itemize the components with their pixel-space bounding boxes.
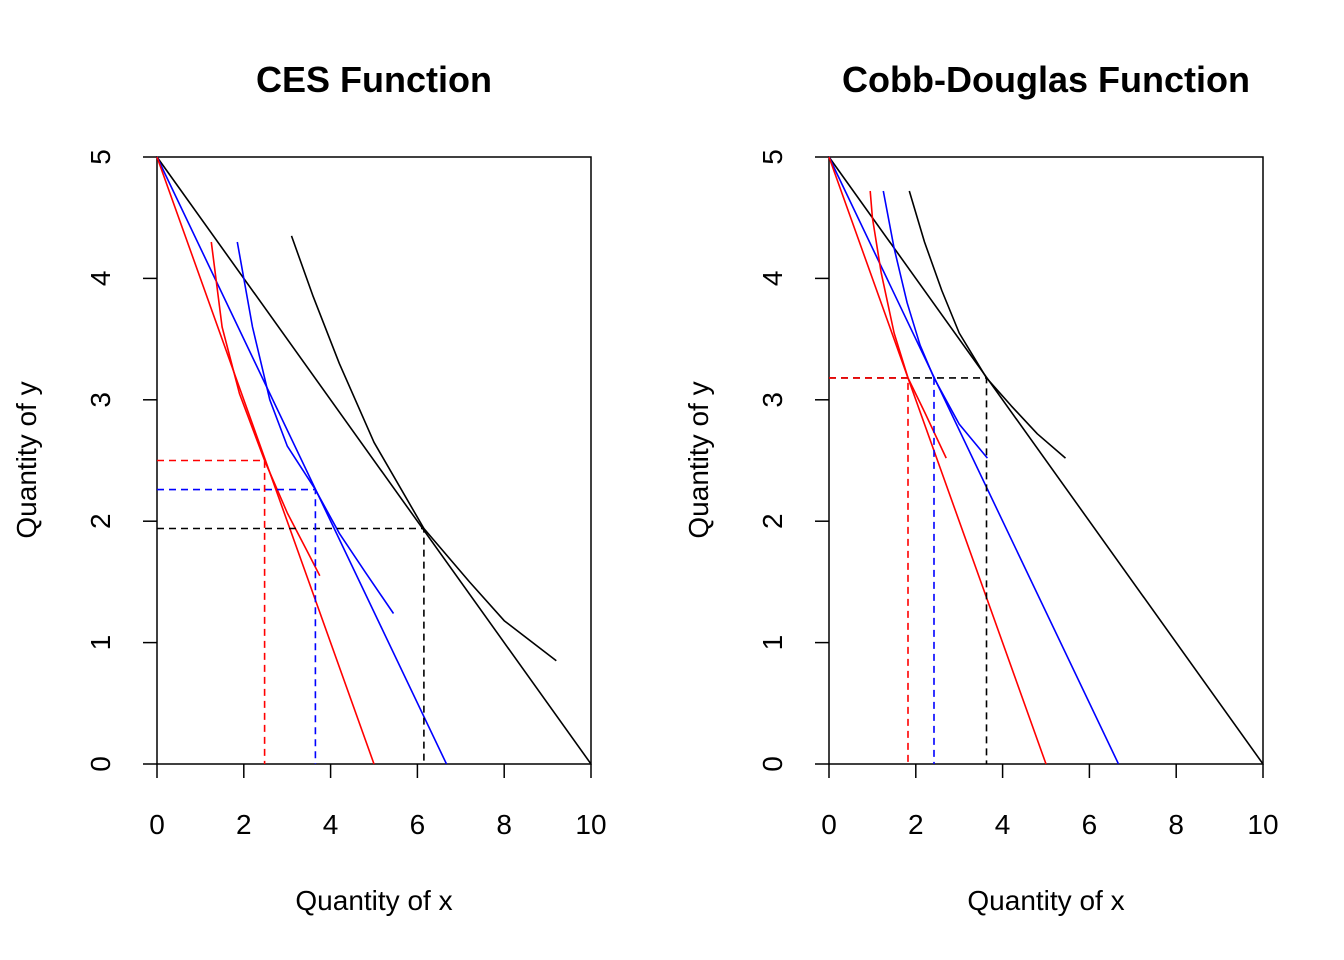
x-tick-label: 2 bbox=[236, 809, 252, 840]
x-tick-label: 4 bbox=[995, 809, 1011, 840]
dashed-guide-line bbox=[157, 527, 425, 764]
y-tick-label: 2 bbox=[85, 513, 116, 529]
cobb-douglas-panel: Cobb-Douglas Function Quantity of x Quan… bbox=[683, 59, 1279, 916]
x-tick-label: 4 bbox=[323, 809, 339, 840]
x-axis-label: Quantity of x bbox=[295, 885, 452, 916]
chart-title: Cobb-Douglas Function bbox=[842, 59, 1250, 100]
y-tick-label: 3 bbox=[85, 392, 116, 408]
x-tick-label: 0 bbox=[821, 809, 837, 840]
x-tick-label: 10 bbox=[575, 809, 606, 840]
y-axis-label: Quantity of y bbox=[683, 381, 714, 538]
y-axis-label: Quantity of y bbox=[11, 381, 42, 538]
series-line bbox=[210, 241, 321, 577]
series-line bbox=[828, 156, 1120, 765]
y-tick-label: 1 bbox=[85, 635, 116, 651]
dashed-guide-line bbox=[157, 459, 266, 764]
series-line bbox=[156, 156, 448, 765]
series-line bbox=[882, 190, 989, 459]
ces-panel: CES Function Quantity of x Quantity of y… bbox=[11, 59, 607, 916]
x-tick-label: 0 bbox=[149, 809, 165, 840]
series-line bbox=[290, 235, 557, 662]
series-line bbox=[156, 156, 592, 765]
y-tick-label: 5 bbox=[757, 149, 788, 165]
series-line bbox=[156, 156, 375, 765]
series-line bbox=[908, 190, 1067, 459]
y-tick-label: 0 bbox=[757, 756, 788, 772]
y-tick-label: 0 bbox=[85, 756, 116, 772]
dashed-guide-line bbox=[829, 377, 909, 764]
y-tick-label: 5 bbox=[85, 149, 116, 165]
y-tick-label: 4 bbox=[757, 271, 788, 287]
x-tick-label: 6 bbox=[1082, 809, 1098, 840]
series-line bbox=[236, 241, 395, 614]
x-tick-label: 8 bbox=[496, 809, 512, 840]
series-line bbox=[828, 156, 1047, 765]
x-axis-label: Quantity of x bbox=[967, 885, 1124, 916]
y-tick-label: 3 bbox=[757, 392, 788, 408]
x-tick-label: 10 bbox=[1247, 809, 1278, 840]
dashed-guide-line bbox=[157, 488, 317, 764]
x-tick-label: 2 bbox=[908, 809, 924, 840]
x-tick-label: 8 bbox=[1168, 809, 1184, 840]
series-line bbox=[869, 190, 947, 459]
x-tick-label: 6 bbox=[410, 809, 426, 840]
y-tick-label: 2 bbox=[757, 513, 788, 529]
chart-title: CES Function bbox=[256, 59, 492, 100]
y-tick-label: 4 bbox=[85, 271, 116, 287]
y-tick-label: 1 bbox=[757, 635, 788, 651]
series-line bbox=[828, 156, 1264, 765]
